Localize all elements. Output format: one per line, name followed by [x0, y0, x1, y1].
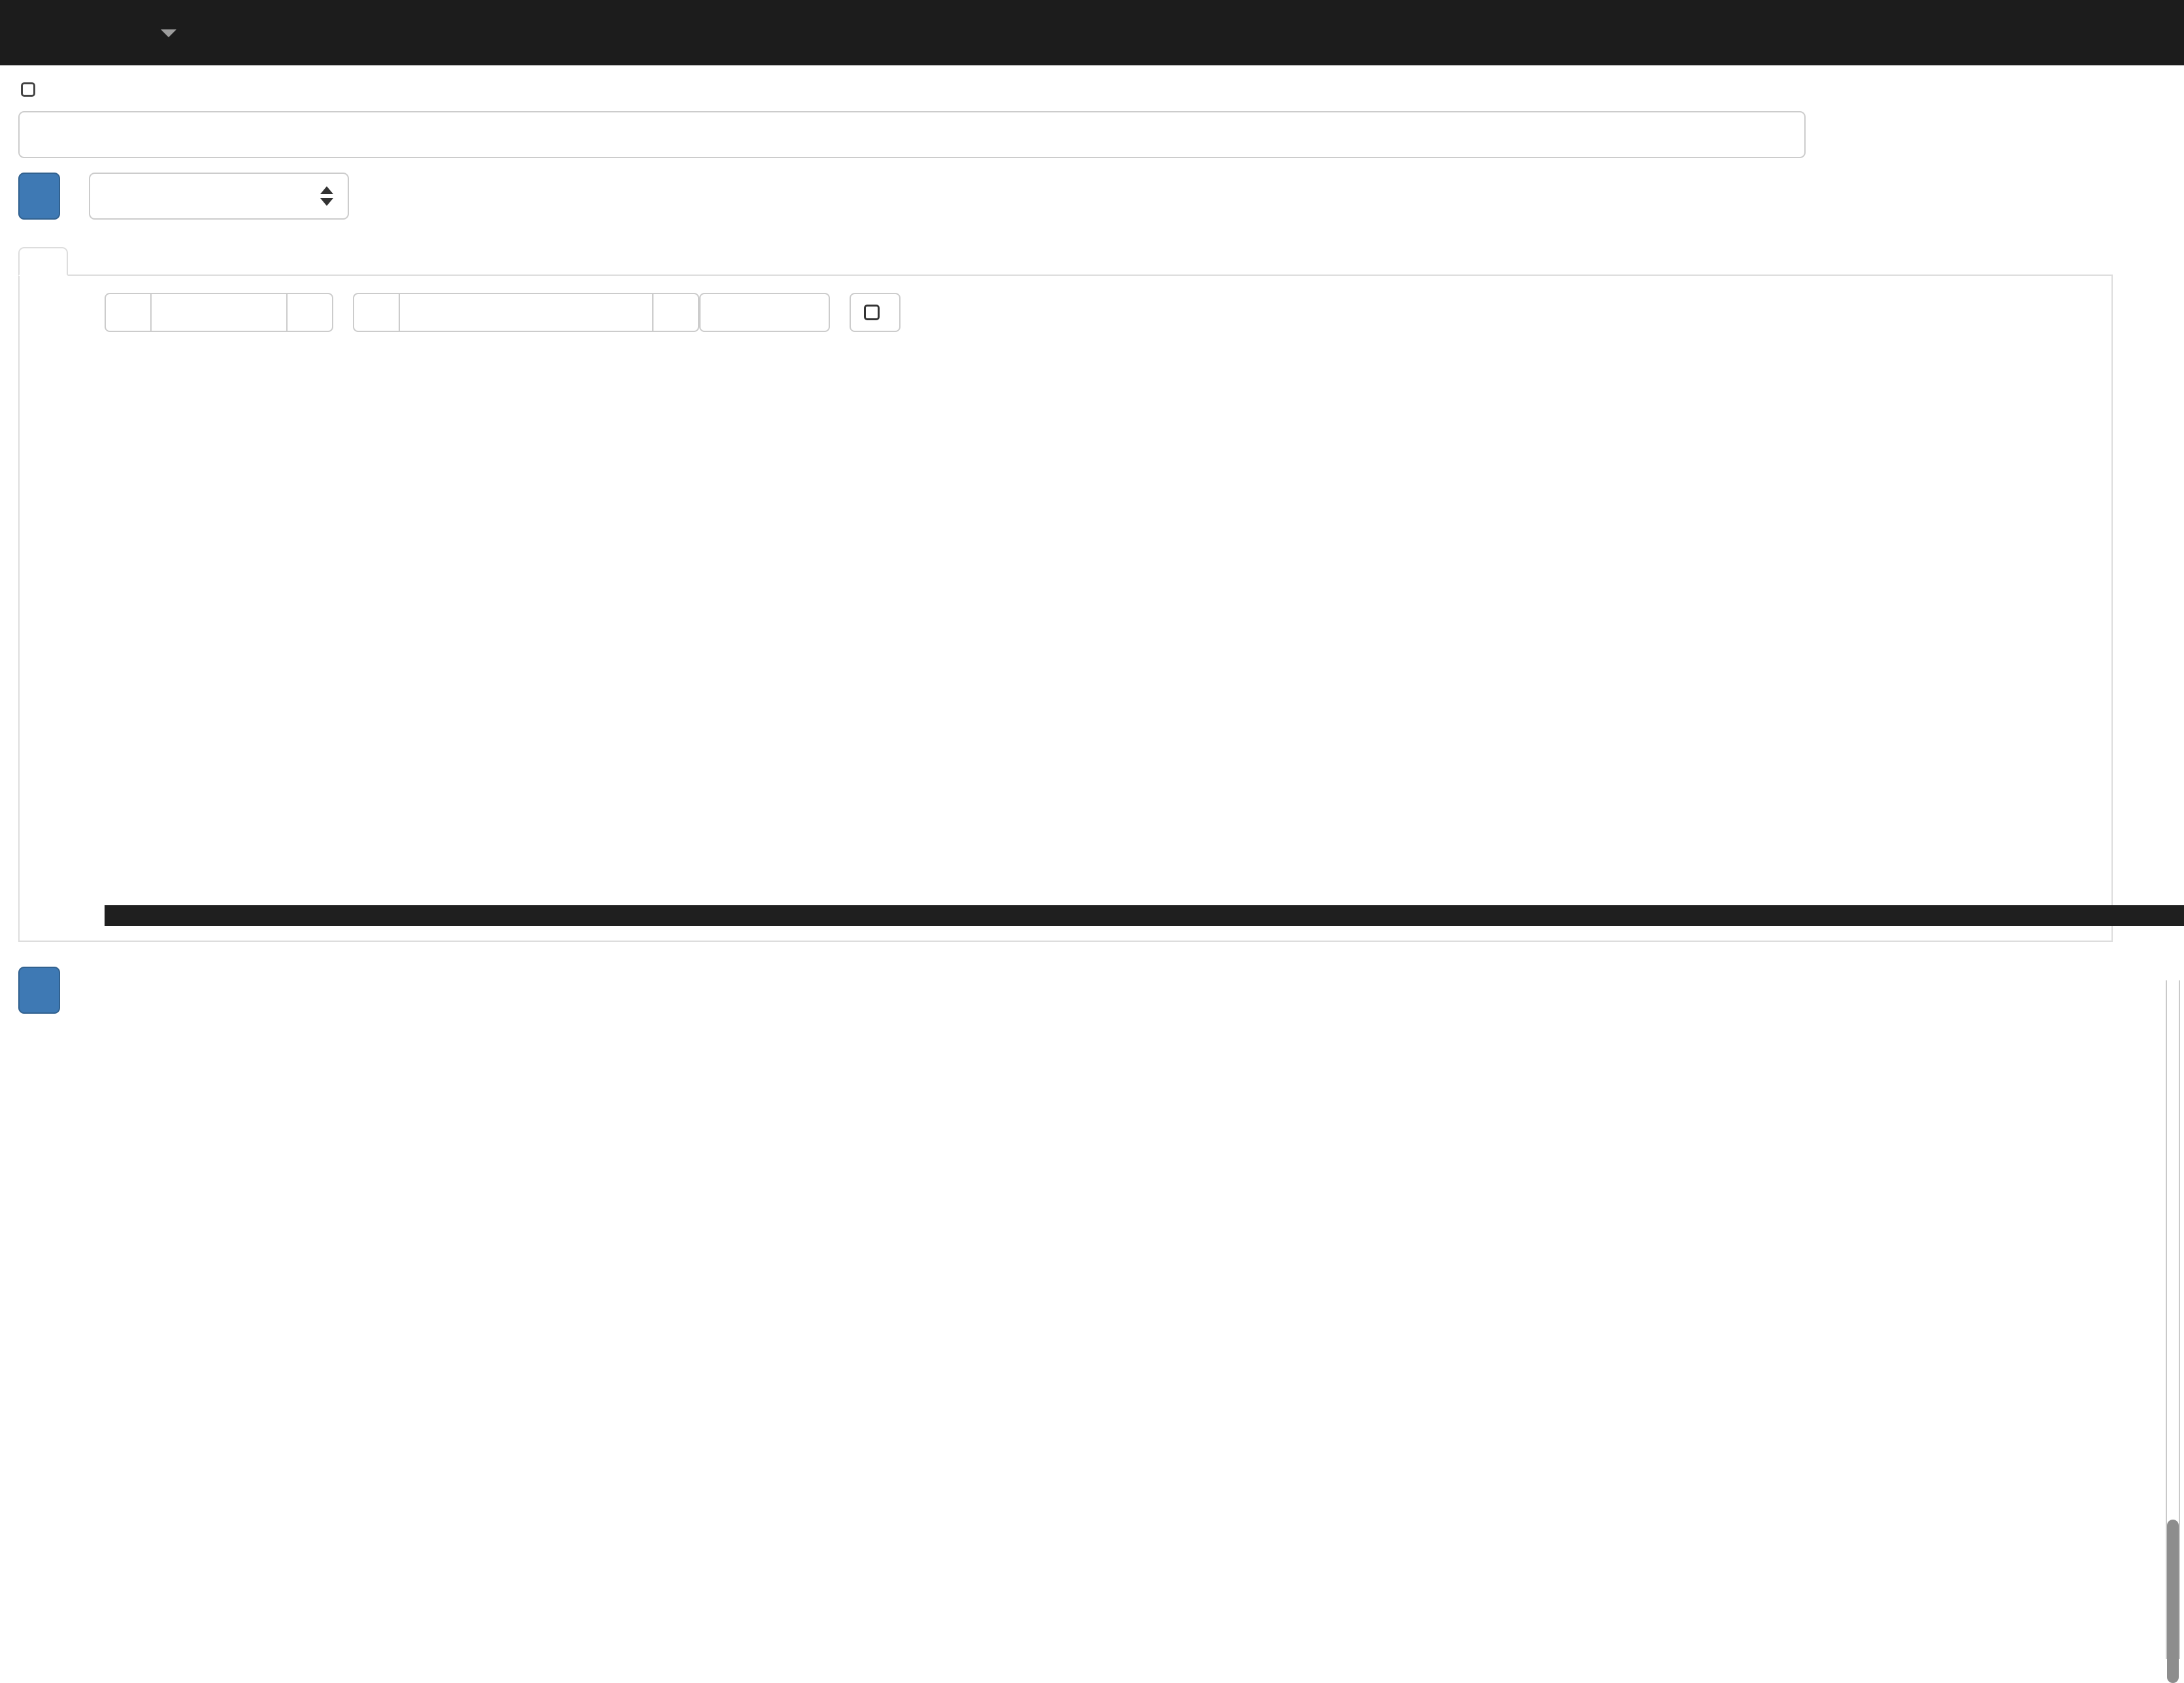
stacked-checkbox[interactable] — [864, 305, 880, 320]
nav-item-status[interactable] — [154, 22, 176, 44]
enable-query-history-checkbox[interactable] — [21, 82, 35, 97]
until-input-group — [353, 293, 699, 332]
tab-graph[interactable] — [18, 247, 68, 276]
execute-button[interactable] — [18, 173, 60, 220]
time-series-chart[interactable] — [39, 349, 2111, 888]
graph-console-tabs — [18, 247, 2113, 276]
graph-panel — [18, 276, 2184, 942]
until-input[interactable] — [399, 293, 654, 332]
select-arrows-icon — [320, 186, 333, 206]
metric-select[interactable] — [89, 173, 349, 220]
add-graph-button[interactable] — [18, 967, 60, 1014]
range-increase-button[interactable] — [286, 293, 333, 332]
navbar — [0, 0, 2184, 65]
scrollbar-thumb[interactable] — [2167, 1520, 2179, 1683]
chevron-down-icon — [161, 29, 176, 37]
time-forward-button[interactable] — [652, 293, 699, 332]
range-decrease-button[interactable] — [105, 293, 152, 332]
chart-svg — [39, 349, 2098, 885]
range-input[interactable] — [150, 293, 288, 332]
range-input-group — [105, 293, 333, 332]
stacked-toggle[interactable] — [850, 293, 901, 332]
chart-legend — [105, 905, 2184, 926]
expression-input[interactable] — [18, 111, 1806, 158]
tab-console[interactable] — [68, 247, 118, 276]
query-history-row — [18, 82, 2166, 97]
time-back-button[interactable] — [353, 293, 400, 332]
resolution-input[interactable] — [699, 293, 830, 332]
scrollbar-track[interactable] — [2166, 980, 2180, 1659]
graph-controls — [105, 293, 2111, 332]
